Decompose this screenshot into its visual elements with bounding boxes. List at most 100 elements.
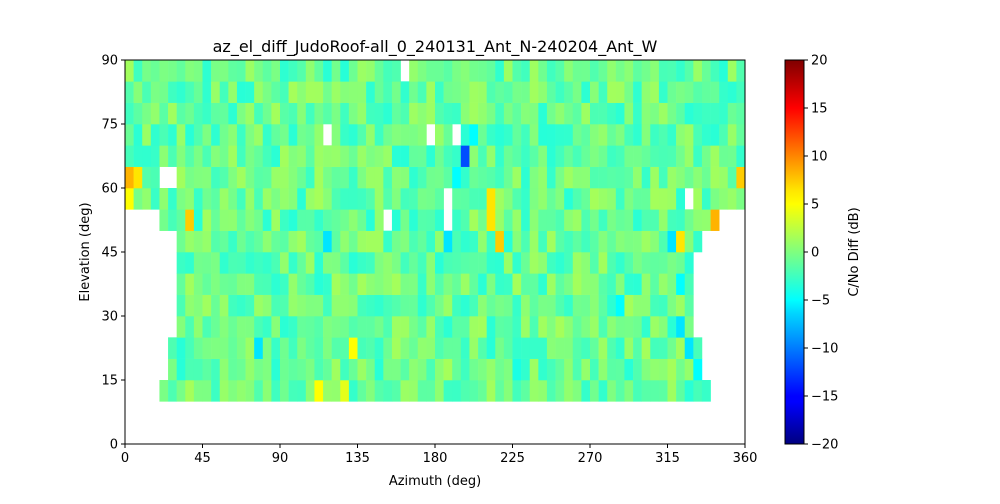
heatmap-cell (701, 188, 711, 210)
heatmap-cell (271, 294, 281, 317)
heatmap-cell (658, 230, 668, 253)
heatmap-cell (417, 166, 427, 189)
heatmap-cell (650, 230, 660, 253)
heatmap-cell (391, 102, 401, 125)
heatmap-cell (245, 81, 255, 103)
heatmap-cell (521, 230, 531, 253)
heatmap-cell (684, 337, 694, 359)
heatmap-cell (271, 145, 281, 167)
heatmap-cell (426, 337, 436, 359)
heatmap-cell (564, 145, 574, 167)
heatmap-cell (185, 209, 195, 231)
heatmap-cell (219, 337, 229, 359)
heatmap-cell (176, 81, 186, 103)
heatmap-cell (400, 358, 410, 381)
heatmap-cell (435, 145, 444, 167)
heatmap-cell (305, 337, 315, 359)
heatmap-cell (262, 124, 272, 146)
heatmap-cell (658, 294, 668, 317)
heatmap-cell (357, 81, 367, 103)
heatmap-cell (245, 252, 255, 274)
heatmap-cell (435, 230, 444, 253)
heatmap-cell (280, 124, 289, 146)
heatmap-cell (478, 316, 487, 338)
heatmap-cell (529, 81, 539, 103)
y-tick-label: 60 (101, 182, 118, 197)
heatmap-cell (658, 337, 668, 359)
heatmap-cell (693, 209, 703, 231)
heatmap-cell (650, 252, 660, 274)
heatmap-cell (676, 124, 686, 146)
heatmap-cell (529, 145, 539, 167)
heatmap-cell (564, 230, 574, 253)
heatmap-cell (460, 294, 470, 317)
heatmap-cell (142, 60, 152, 82)
heatmap-cell (409, 273, 419, 295)
heatmap-cell (254, 358, 264, 381)
heatmap-cell (331, 252, 341, 274)
heatmap-cell (607, 252, 617, 274)
heatmap-cell (641, 188, 651, 210)
heatmap-cell (331, 230, 341, 253)
heatmap-cell (193, 252, 203, 274)
heatmap-cell (529, 316, 539, 338)
heatmap-cell (228, 337, 238, 359)
heatmap-cell (727, 81, 737, 103)
heatmap-cell (512, 209, 522, 231)
heatmap-cell (125, 188, 134, 210)
heatmap-cell (736, 166, 746, 189)
heatmap-cell (314, 209, 324, 231)
heatmap-cell (701, 60, 711, 82)
heatmap-cell (684, 209, 694, 231)
heatmap-cell (391, 188, 401, 210)
heatmap-cell (435, 337, 444, 359)
heatmap-cell (435, 166, 444, 189)
heatmap-cell (538, 209, 548, 231)
heatmap-cell (607, 273, 617, 295)
heatmap-cell (348, 273, 358, 295)
heatmap-cell (236, 273, 246, 295)
heatmap-cell (667, 81, 677, 103)
heatmap-cell (555, 230, 565, 253)
heatmap-cell (193, 188, 203, 210)
heatmap-cell (667, 209, 677, 231)
heatmap-cell (590, 230, 599, 253)
heatmap-cell (564, 166, 574, 189)
heatmap-cell (340, 252, 350, 274)
heatmap-cell (176, 316, 186, 338)
heatmap-cell (503, 124, 513, 146)
heatmap-cell (366, 60, 376, 82)
heatmap-cell (684, 102, 694, 125)
heatmap-cell (486, 273, 496, 295)
heatmap-cell (331, 145, 341, 167)
x-tick-label: 225 (500, 451, 525, 466)
heatmap-cell (693, 380, 703, 402)
heatmap-cell (142, 81, 152, 103)
heatmap-cell (374, 380, 384, 402)
heatmap-cell (736, 102, 746, 125)
heatmap-cell (125, 102, 134, 125)
heatmap-cell (478, 294, 487, 317)
heatmap-cell (323, 294, 332, 317)
heatmap-cell (693, 145, 703, 167)
heatmap-cell (435, 60, 444, 82)
heatmap-cell (314, 358, 324, 381)
heatmap-cell (667, 102, 677, 125)
heatmap-cell (271, 166, 281, 189)
heatmap-cell (581, 252, 591, 274)
heatmap-cell (633, 316, 642, 338)
heatmap-cell (219, 166, 229, 189)
heatmap-cell (719, 60, 729, 82)
heatmap-cell (228, 358, 238, 381)
heatmap-cell (202, 209, 212, 231)
heatmap-cell (280, 230, 289, 253)
x-tick-label: 315 (655, 451, 680, 466)
heatmap-cell (271, 337, 281, 359)
heatmap-cell (529, 166, 539, 189)
heatmap-cell (624, 145, 634, 167)
heatmap-cell (598, 102, 608, 125)
heatmap-cell (590, 337, 599, 359)
heatmap-cell (503, 209, 513, 231)
heatmap-cell (435, 358, 444, 381)
heatmap-cell (417, 145, 427, 167)
